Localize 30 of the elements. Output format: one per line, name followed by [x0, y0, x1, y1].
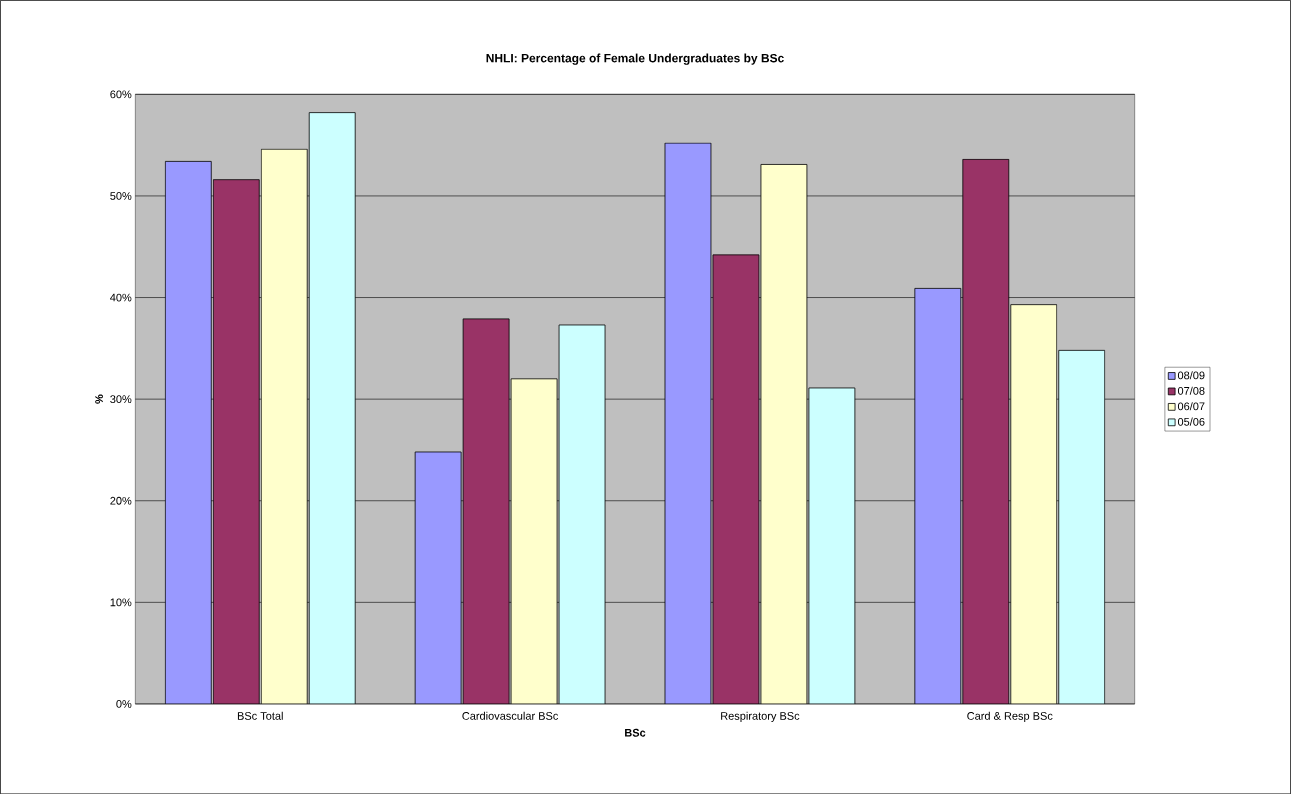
y-tick-label: 60% [110, 90, 132, 99]
bar [414, 451, 462, 704]
x-tick-label: BSc Total [237, 711, 283, 720]
y-tick-label: 40% [110, 293, 132, 302]
bar [1058, 349, 1106, 704]
bar [308, 112, 356, 704]
bar [164, 160, 212, 704]
chart-title: NHLI: Percentage of Female Undergraduates by BSc [486, 53, 784, 65]
legend-label: 05/06 [1177, 417, 1205, 426]
bar [462, 318, 510, 704]
y-tick-label: 20% [110, 496, 132, 505]
bar [914, 287, 962, 704]
x-axis-title: BSc [625, 728, 646, 737]
y-axis-title: % [95, 394, 103, 404]
bar [962, 158, 1010, 704]
legend-label: 08/09 [1177, 371, 1205, 380]
bar [664, 142, 712, 704]
legend-label: 07/08 [1177, 386, 1205, 395]
x-tick-label: Respiratory BSc [721, 711, 800, 722]
bar [712, 254, 760, 704]
bar [558, 324, 606, 704]
x-tick-label: Card & Resp BSc [967, 711, 1053, 722]
legend-label: 06/07 [1177, 402, 1205, 411]
y-tick-label: 30% [110, 395, 132, 403]
x-tick-label: Cardiovascular BSc [462, 711, 559, 720]
y-tick-label: 50% [110, 191, 132, 200]
y-tick-label: 10% [110, 598, 132, 607]
bar [808, 387, 856, 704]
y-tick-label: 0% [116, 699, 132, 708]
bar [212, 179, 260, 704]
